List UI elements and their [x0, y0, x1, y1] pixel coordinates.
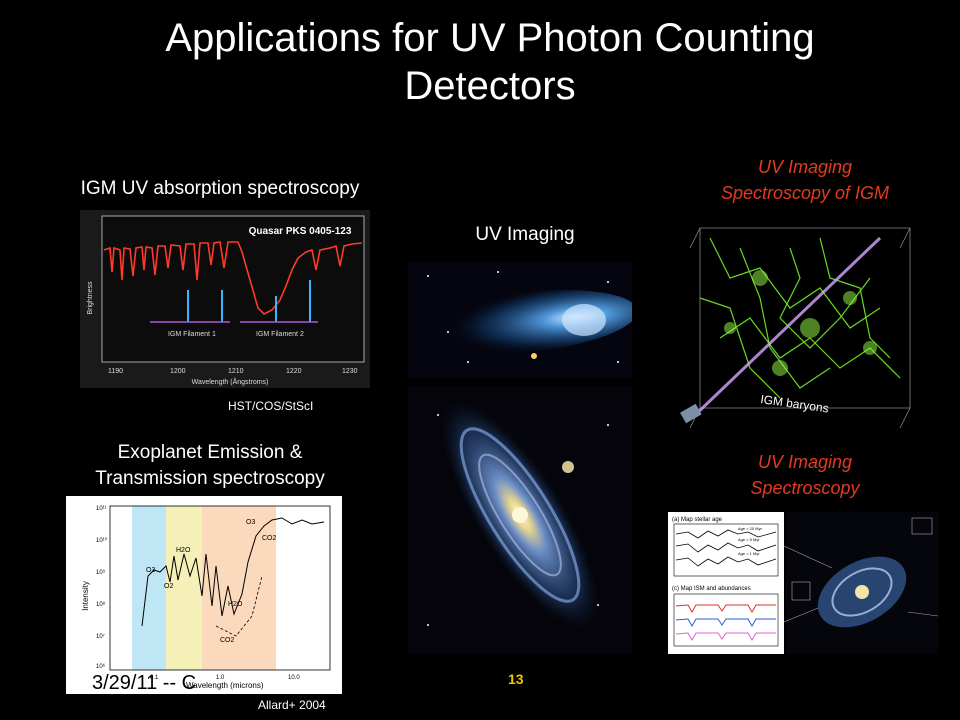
exo-label-o2: O2: [164, 583, 173, 590]
igm-tick-1190: 1190: [108, 368, 123, 375]
igm-spectrum-plot: Quasar PKS 0405-123 IGM Filament 1 IGM F…: [80, 210, 370, 388]
igm-cube-image: IGM baryons: [670, 218, 922, 436]
exoplanet-spectrum-plot: Intensity Wavelength (microns) O3 O2 H2O…: [66, 496, 342, 694]
exo-label-o3-1: O3: [146, 567, 155, 574]
igm-plot-title: Quasar PKS 0405-123: [249, 226, 352, 237]
exo-label-co2-1: CO2: [262, 535, 277, 542]
slide-title: Applications for UV Photon Counting Dete…: [60, 14, 920, 110]
igm-tick-1200: 1200: [170, 368, 186, 375]
exo-xtick-1: 0.1: [150, 675, 159, 681]
exoplanet-credit: Allard+ 2004: [258, 698, 326, 712]
exo-xlabel: Wavelength (microns): [186, 681, 264, 690]
igm-filament2-label: IGM Filament 2: [256, 331, 304, 338]
uv-imaging-caption: UV Imaging: [475, 224, 575, 245]
igm-credit: HST/COS/StScI: [228, 399, 314, 413]
uv-spec-caption-line2: Spectroscopy: [750, 478, 860, 498]
igm-spectrum-line: [103, 241, 363, 315]
exo-label-o3-2: O3: [246, 519, 255, 526]
uv-nebula-svg: [408, 262, 632, 378]
igm-caption: IGM UV absorption spectroscopy: [80, 178, 360, 199]
exo-ytick-4: 10⁸: [96, 601, 106, 608]
uv-spec-caption-line1: UV Imaging: [757, 452, 853, 472]
exoplanet-caption-line1: Exoplanet Emission &: [117, 442, 303, 463]
exo-label-co2-2: CO2: [220, 637, 235, 644]
slide-title-line1: Applications for UV Photon Counting: [165, 16, 815, 60]
exoplanet-spectrum-svg: Intensity Wavelength (microns) O3 O2 H2O…: [66, 496, 342, 694]
igm-tick-1210: 1210: [228, 368, 244, 375]
telescope-icon: [680, 403, 702, 424]
uv-galaxy-image: [408, 385, 632, 655]
igm-ylabel: Brightness: [87, 281, 94, 315]
igm-tick-1230: 1230: [342, 368, 358, 375]
exo-ytick-2: 10¹⁰: [96, 537, 108, 544]
uv-spec-age-5: Age = 5 Myr: [738, 537, 760, 542]
exoplanet-caption: Exoplanet Emission & Transmission spectr…: [50, 440, 370, 492]
igm-tick-1220: 1220: [286, 368, 302, 375]
exo-ytick-5: 10⁷: [96, 633, 105, 640]
exo-label-h2o-1: H2O: [176, 547, 191, 554]
uv-galaxy-svg: [408, 385, 632, 655]
uv-spec-panel-a: (a) Map stellar age: [672, 517, 723, 523]
igm-xlabel: Wavelength (Ångstroms): [192, 377, 269, 386]
exo-ytick-6: 10⁶: [96, 663, 106, 670]
footer-date: 3/29/11 -- C: [92, 672, 197, 694]
uv-spec-age-20: Age = 20 Myr: [738, 526, 763, 531]
igm-imaging-caption-line2: Spectroscopy of IGM: [720, 183, 890, 203]
slide-title-line2: Detectors: [404, 64, 576, 108]
uv-spec-caption: UV Imaging Spectroscopy: [690, 449, 920, 501]
igm-filament1-label: IGM Filament 1: [168, 331, 216, 338]
exo-label-h2o-2: H2O: [228, 601, 243, 608]
uv-spec-panel: (a) Map stellar age Age = 20 Myr Age = 5…: [668, 512, 939, 654]
igm-cube-svg: IGM baryons: [670, 218, 922, 436]
exo-ylabel: Intensity: [81, 581, 90, 611]
igm-imaging-caption: UV Imaging Spectroscopy of IGM: [680, 154, 930, 206]
uv-spec-svg: (a) Map stellar age Age = 20 Myr Age = 5…: [668, 512, 939, 654]
uv-nebula-image: [408, 262, 632, 378]
exo-ytick-3: 10⁹: [96, 569, 106, 576]
exoplanet-caption-line2: Transmission spectroscopy: [95, 468, 325, 489]
igm-spectrum-svg: Quasar PKS 0405-123 IGM Filament 1 IGM F…: [80, 210, 370, 388]
exo-xtick-2: 1.0: [216, 675, 225, 681]
exo-xtick-3: 10.0: [288, 675, 300, 681]
uv-spec-panel-c: (c) Map ISM and abundances: [672, 586, 751, 592]
igm-imaging-caption-line1: UV Imaging: [757, 157, 853, 177]
uv-spec-age-1: Age = 1 Myr: [738, 551, 760, 556]
exo-ytick-1: 10¹¹: [96, 506, 107, 512]
page-number: 13: [508, 671, 524, 687]
